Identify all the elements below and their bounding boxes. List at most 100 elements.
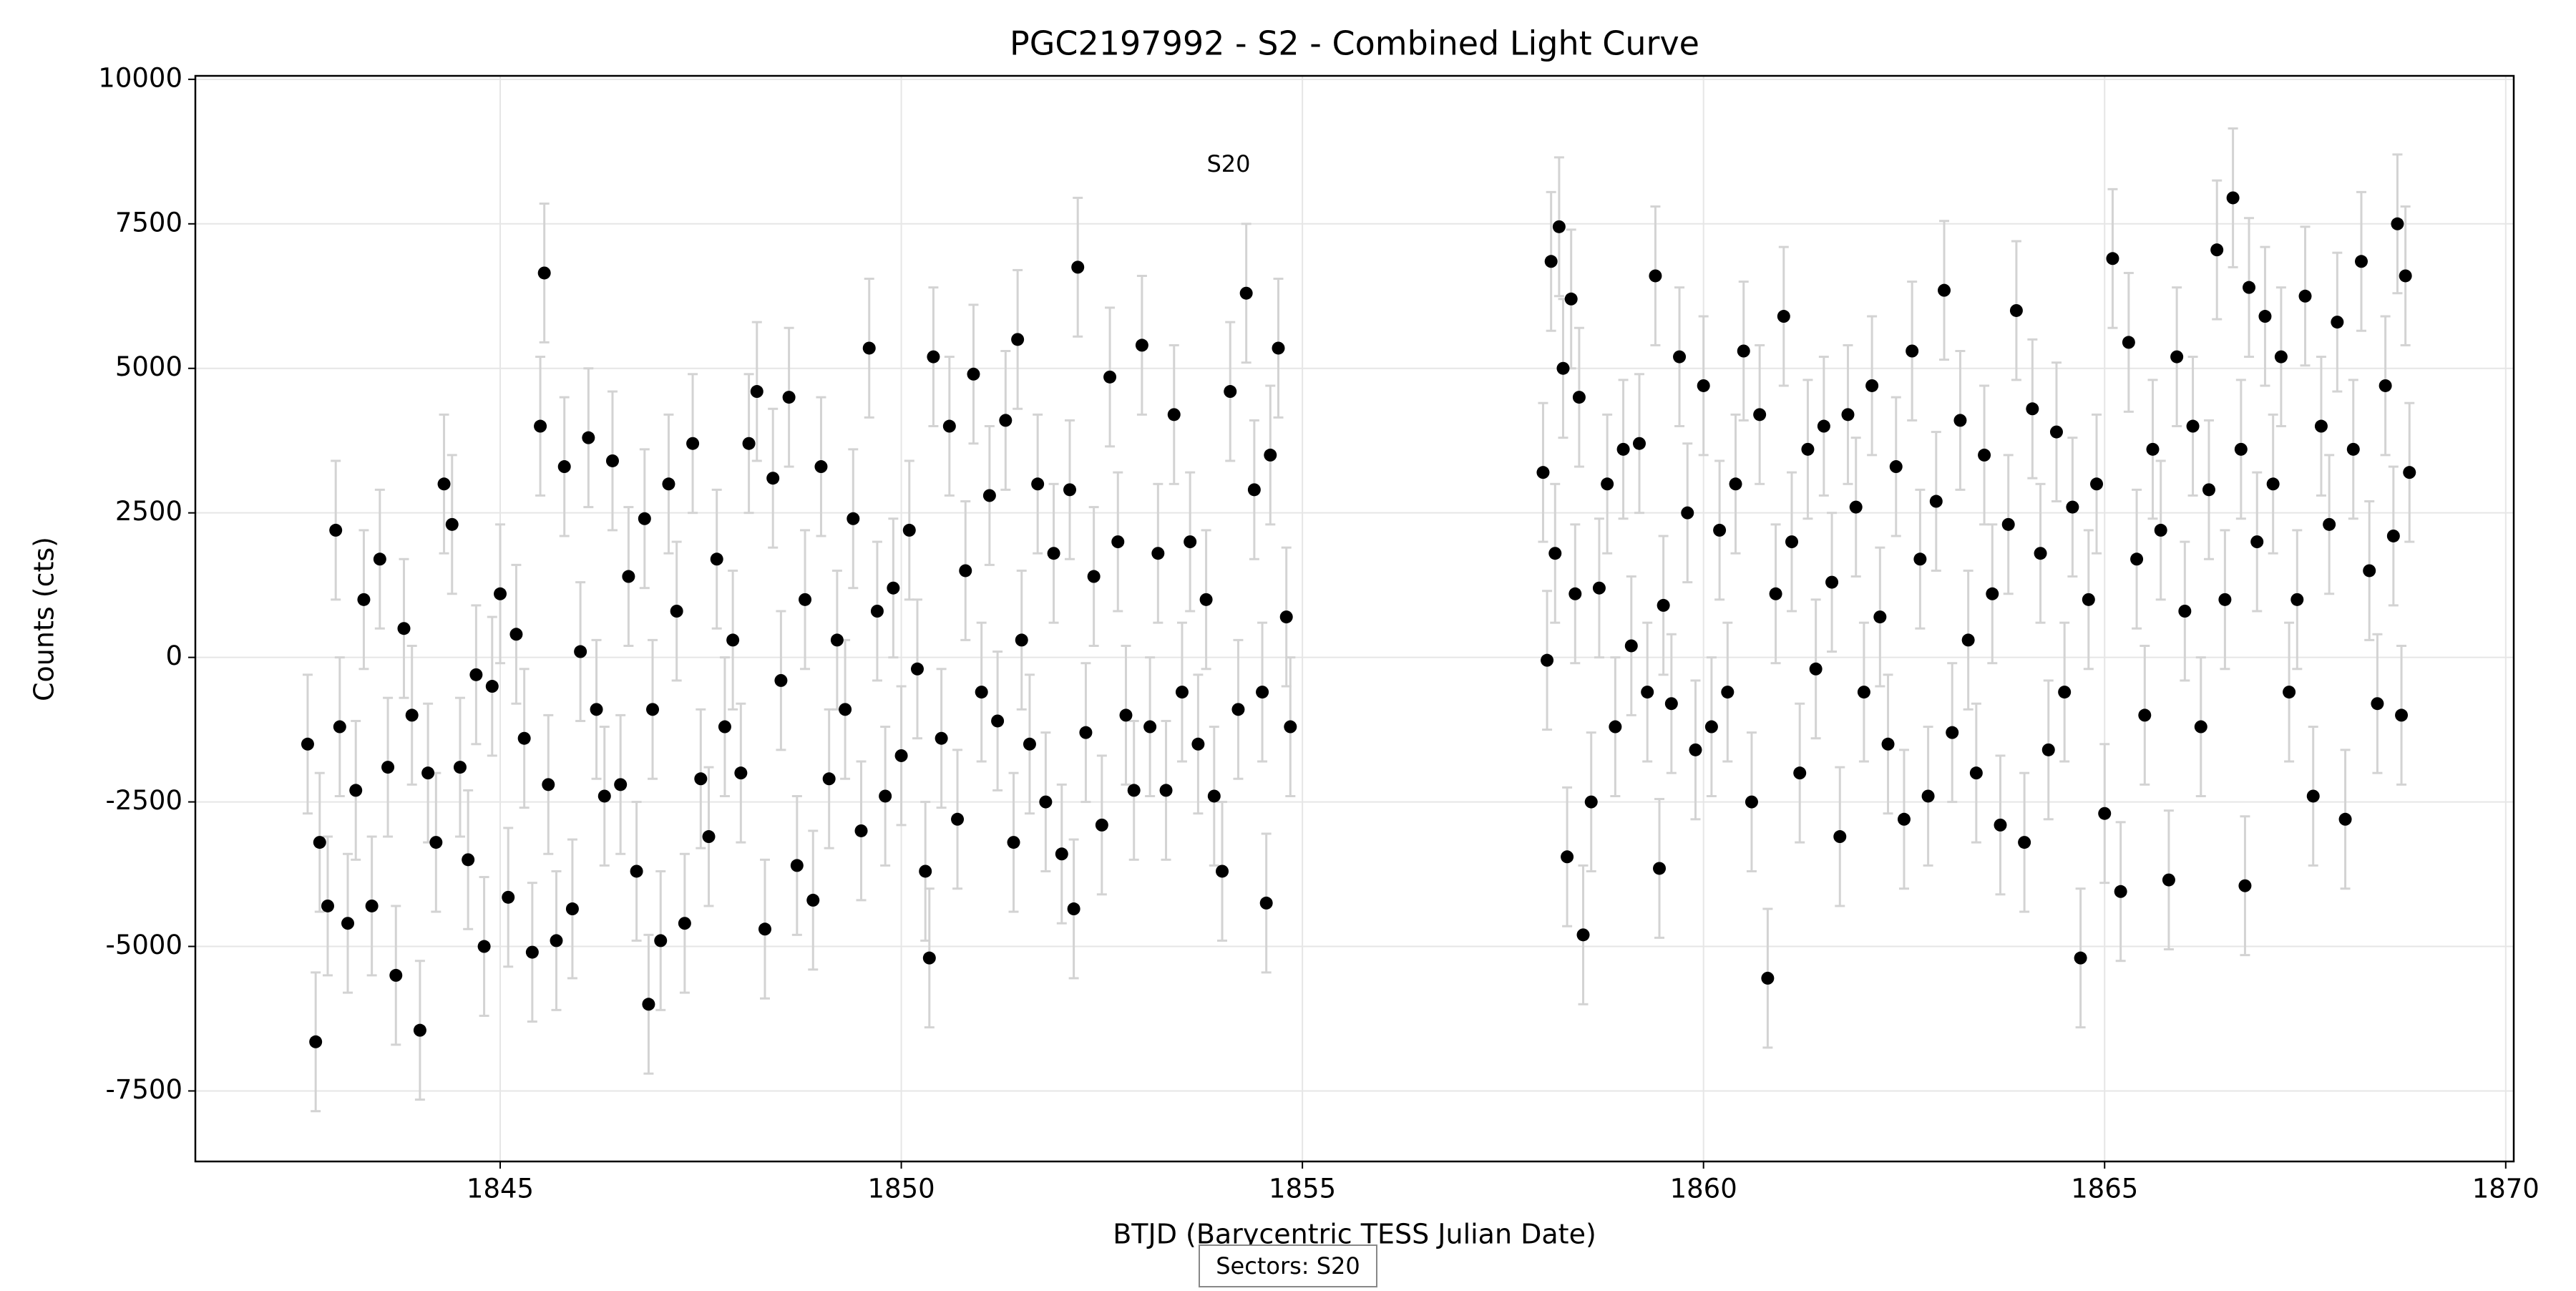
data-point [1697,379,1710,392]
data-point [1007,836,1020,849]
data-point [975,686,988,699]
data-point [678,917,691,930]
data-point [445,517,459,531]
data-point [750,385,763,399]
data-point [525,945,539,959]
data-point [1953,414,1967,427]
data-point [1556,361,1570,375]
data-point [1023,737,1036,751]
data-point [1761,971,1775,985]
data-point [839,703,852,716]
data-point [349,784,363,797]
data-point [642,998,655,1011]
data-point [694,772,708,786]
data-point [1284,720,1297,734]
data-point [2194,720,2207,734]
data-point [565,902,579,916]
data-point [942,419,956,433]
data-point [654,934,668,947]
data-point [1994,818,2007,832]
data-point [373,552,386,566]
data-point [1552,220,1566,233]
data-point [1986,587,1999,600]
data-point [2170,350,2184,364]
data-point [2210,243,2224,257]
data-point [2314,419,2328,433]
data-point [2098,807,2112,820]
data-point [2154,523,2167,537]
data-point [309,1035,323,1048]
data-point [1548,547,1562,560]
data-point [2391,217,2404,230]
data-point [959,564,972,578]
data-point [2331,316,2344,329]
data-point [1259,896,1273,910]
data-point [2082,593,2095,606]
data-point [1143,720,1157,734]
data-point [574,645,587,658]
data-point [2066,500,2079,514]
data-point [1873,610,1887,624]
data-point [485,680,499,693]
data-point [2323,517,2336,531]
data-point [462,853,475,867]
data-point [301,737,314,751]
data-point [429,836,443,849]
data-point [357,593,371,606]
data-point [646,703,660,716]
data-point [1809,662,1823,676]
data-point [1938,283,1951,297]
data-point [502,890,515,904]
data-point [718,720,731,734]
data-point [1713,523,1727,537]
data-point [1247,483,1261,497]
data-point [2041,743,2055,756]
data-point [2371,697,2384,711]
data-point [919,864,932,878]
data-point [870,604,884,618]
data-point [638,512,651,525]
data-point [1841,408,1855,422]
data-point [2106,252,2119,265]
data-point [2243,281,2256,294]
data-point [614,778,628,791]
data-point [1929,495,1943,508]
data-point [1609,720,1622,734]
data-point [1745,795,1758,809]
data-point [333,720,346,734]
data-point [405,708,419,722]
data-point [2354,255,2368,268]
data-point [830,633,844,647]
y-tick-label: 0 [165,640,182,671]
data-point [1216,864,1229,878]
data-point [1031,477,1045,491]
data-point [2138,708,2152,722]
data-point [982,489,996,502]
x-tick-label: 1845 [467,1174,534,1204]
data-point [1224,385,1237,399]
data-point [742,437,756,450]
data-point [1961,633,1975,647]
data-point [2226,191,2240,205]
data-point [2162,873,2175,887]
data-point [1541,653,1554,667]
data-point [537,266,551,280]
data-point [1785,535,1799,549]
data-point [854,824,868,837]
data-point [2386,529,2400,542]
y-axis-label: Counts (cts) [29,537,60,701]
data-point [1103,370,1117,384]
data-point [1649,269,1662,283]
data-point [381,761,395,774]
data-point [1641,686,1654,699]
data-point [2234,442,2248,456]
data-point [2258,310,2272,323]
x-tick-label: 1855 [1269,1174,1336,1204]
data-point [2186,419,2200,433]
data-point [1071,260,1085,274]
data-point [799,593,812,606]
data-point [2266,477,2280,491]
data-point [1184,535,1197,549]
